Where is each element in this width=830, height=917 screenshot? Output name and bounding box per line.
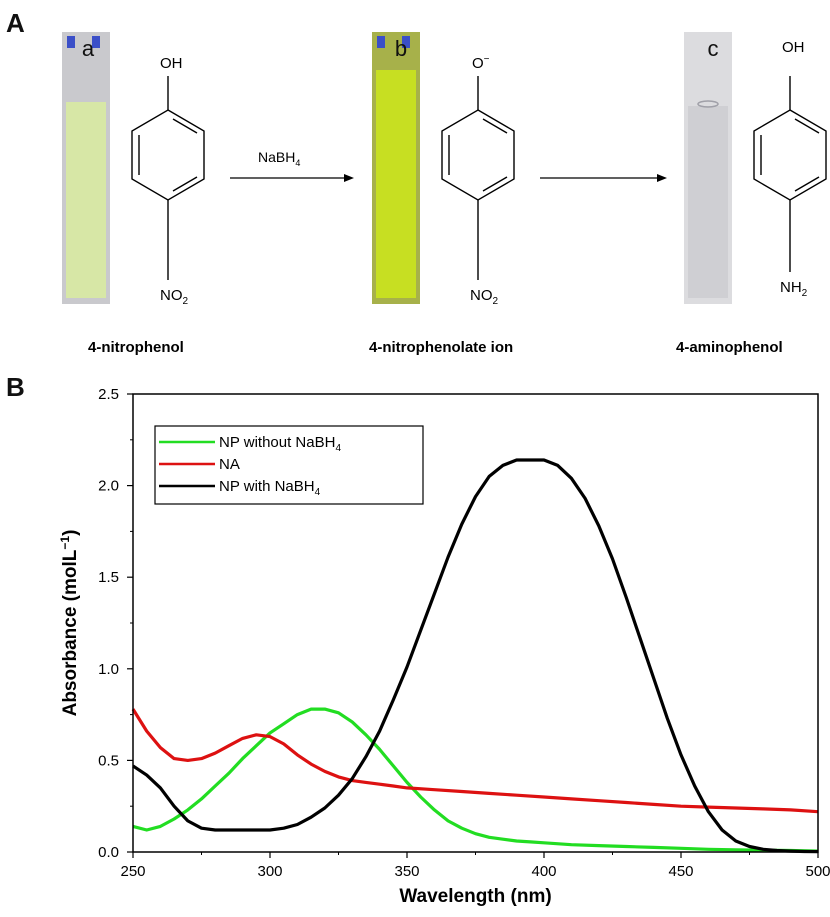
cuvette-c	[684, 32, 732, 304]
x-tick-label: 350	[394, 863, 419, 880]
nitro-label: NO2	[470, 287, 499, 307]
reaction-scheme: OH NO2 NaBH4 O− NO2 OH NH2 4-nitrophenol…	[88, 39, 827, 356]
x-tick-label: 450	[668, 863, 693, 880]
structure-4-nitrophenol: OH NO2	[131, 55, 205, 307]
compound-name-3: 4-aminophenol	[676, 339, 783, 356]
y-tick-label: 1.0	[98, 661, 119, 678]
sample-label-a: a	[81, 36, 95, 61]
legend-label: NP with NaBH4	[219, 478, 321, 498]
arrow-2	[540, 174, 667, 182]
x-tick-label: 500	[805, 863, 830, 880]
legend-label: NP without NaBH4	[219, 434, 341, 454]
x-tick-label: 400	[531, 863, 556, 880]
series-line-2	[131, 708, 819, 814]
series-line-3	[132, 458, 819, 854]
cuvette-b	[372, 32, 420, 304]
panel-b-letter: B	[6, 372, 25, 402]
cuvette-a	[62, 32, 110, 304]
x-tick-label: 250	[120, 863, 145, 880]
plot-frame	[132, 393, 819, 853]
y-axis-title: Absorbance (molL−1)	[58, 530, 81, 717]
structure-4-nitrophenolate: O− NO2	[441, 54, 515, 307]
panel-a-letter: A	[6, 8, 25, 38]
compound-name-2: 4-nitrophenolate ion	[369, 339, 513, 356]
compound-name-1: 4-nitrophenol	[88, 339, 184, 356]
reagent-label: NaBH4	[258, 149, 300, 168]
y-tick-label: 0.5	[98, 752, 119, 769]
y-tick-label: 0.0	[98, 844, 119, 861]
y-tick-label: 2.0	[98, 478, 119, 495]
legend-label: NA	[219, 456, 240, 473]
legend: NP without NaBH4 NA NP with NaBH4	[154, 425, 424, 505]
x-tick-label: 300	[257, 863, 282, 880]
sample-label-b: b	[394, 36, 408, 61]
y-tick-label: 2.5	[98, 386, 119, 403]
phenolate-label: O−	[472, 54, 490, 72]
hydroxyl-label: OH	[782, 39, 805, 56]
sample-label-c: c	[707, 36, 719, 61]
y-tick-label: 1.5	[98, 569, 119, 586]
x-axis-title: Wavelength (nm)	[399, 886, 551, 907]
arrow-1: NaBH4	[230, 149, 354, 182]
amino-label: NH2	[780, 279, 808, 299]
hydroxyl-label: OH	[160, 55, 183, 72]
absorbance-chart: 250 300 350 400 450 500 0.0 0.5 1.0 1.5 2.0 2.5 Wav…	[58, 386, 830, 907]
series-line-1	[132, 707, 819, 853]
structure-4-aminophenol: OH NH2	[753, 39, 827, 299]
nitro-label: NO2	[160, 287, 189, 307]
